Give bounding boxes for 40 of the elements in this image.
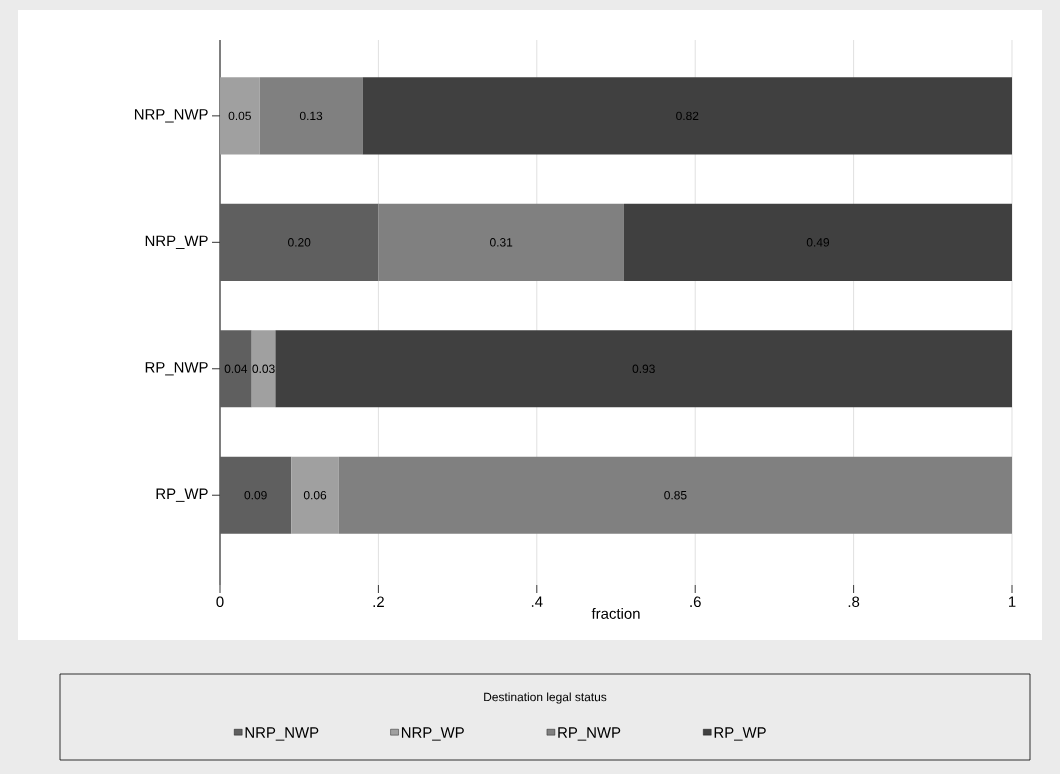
legend-label: RP_NWP <box>558 727 621 741</box>
x-tick-label: 0 <box>216 596 224 608</box>
data-label: 0.82 <box>676 111 699 121</box>
y-tick-label: NRP_WP <box>145 235 208 249</box>
bar <box>259 77 363 155</box>
bar <box>220 203 379 281</box>
bar <box>275 330 1013 408</box>
data-label: 0.31 <box>490 238 513 247</box>
data-label: 0.49 <box>806 238 830 247</box>
y-tick-label: NRP_NWP <box>134 109 208 123</box>
bar <box>338 456 1013 534</box>
x-tick-label: 1 <box>1009 596 1016 607</box>
data-label: 0.09 <box>244 491 267 500</box>
x-axis-title: fraction <box>591 607 640 619</box>
data-label: 0.13 <box>299 111 323 121</box>
data-label: 0.20 <box>288 238 311 247</box>
bar <box>291 456 339 534</box>
data-label: 0.05 <box>228 111 251 121</box>
data-label: 0.04 <box>224 364 248 373</box>
x-tick-label: .2 <box>373 596 384 607</box>
x-tick-label: .6 <box>690 596 701 608</box>
data-label: 0.85 <box>664 491 687 500</box>
bar <box>623 203 1013 281</box>
bar <box>378 203 624 281</box>
data-label: 0.93 <box>632 364 655 373</box>
x-tick-label: .8 <box>848 596 860 608</box>
data-label: 0.06 <box>303 491 327 500</box>
x-tick-label: .4 <box>531 596 543 607</box>
bar <box>220 330 252 408</box>
legend-label: NRP_WP <box>401 727 464 741</box>
bar <box>251 330 276 408</box>
data-label: 0.03 <box>252 364 275 373</box>
legend-label: NRP_NWP <box>245 727 319 741</box>
y-tick-label: RP_NWP <box>145 362 208 376</box>
y-tick-label: RP_WP <box>156 488 208 502</box>
bar <box>220 456 292 534</box>
legend-label: RP_WP <box>714 727 766 741</box>
bar <box>220 77 260 155</box>
legend-title: Destination legal status <box>484 692 607 704</box>
bar <box>362 77 1013 155</box>
